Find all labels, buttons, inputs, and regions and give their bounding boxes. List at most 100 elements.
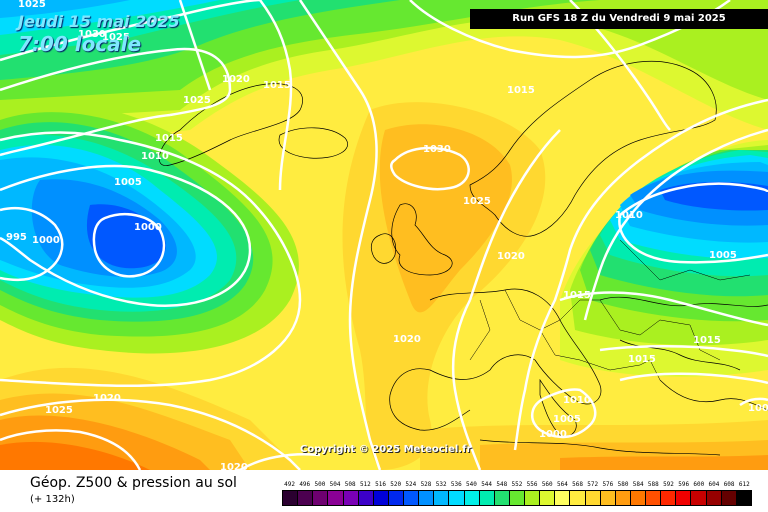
scale-label: 576 bbox=[602, 481, 614, 488]
scale-label: 596 bbox=[678, 481, 690, 488]
isobar-label: 1025 bbox=[18, 0, 46, 10]
scale-swatch bbox=[661, 491, 677, 505]
isobar-label: 1000 bbox=[134, 222, 162, 233]
scale-label: 560 bbox=[541, 481, 553, 488]
scale-swatch bbox=[555, 491, 571, 505]
isobar-label: 1005 bbox=[114, 177, 142, 188]
scale-label: 516 bbox=[375, 481, 386, 488]
scale-label: 552 bbox=[511, 481, 523, 488]
scale-label: 580 bbox=[617, 481, 629, 488]
run-info-banner: Run GFS 18 Z du Vendredi 9 mai 2025 bbox=[470, 9, 768, 29]
scale-label: 508 bbox=[344, 481, 356, 488]
scale-label: 540 bbox=[466, 481, 477, 488]
isobar-label: 1000 bbox=[539, 429, 567, 440]
copyright-notice: Copyright © 2025 Meteociel.fr bbox=[300, 444, 472, 455]
scale-label: 604 bbox=[708, 481, 720, 488]
scale-label: 548 bbox=[496, 481, 508, 488]
isobar-label: 1015 bbox=[563, 290, 591, 301]
scale-swatch bbox=[600, 491, 616, 505]
scale-label: 520 bbox=[390, 481, 402, 488]
isobar-label: 1015 bbox=[155, 133, 183, 144]
scale-label: 568 bbox=[572, 481, 583, 488]
scale-swatch bbox=[585, 491, 601, 505]
isobar-label: 1005 bbox=[709, 250, 737, 261]
scale-swatch bbox=[388, 491, 404, 505]
scale-label: 612 bbox=[738, 481, 750, 488]
isobar-label: 1020 bbox=[220, 462, 248, 470]
isobar-label: 1025 bbox=[45, 405, 73, 416]
scale-label: 544 bbox=[481, 481, 493, 488]
isobar-label: 1000 bbox=[32, 235, 60, 246]
scale-swatch bbox=[479, 491, 495, 505]
weather-map: 1025 1030 1025 1020 1015 1025 1015 1010 … bbox=[0, 0, 768, 470]
scale-label: 532 bbox=[435, 481, 447, 488]
scale-label: 504 bbox=[329, 481, 341, 488]
scale-label: 592 bbox=[663, 481, 674, 488]
borders bbox=[469, 239, 751, 381]
scale-swatch bbox=[434, 491, 450, 505]
scale-swatch bbox=[509, 491, 525, 505]
scale-swatch bbox=[646, 491, 662, 505]
scale-label: 556 bbox=[526, 481, 538, 488]
scale-swatch bbox=[691, 491, 707, 505]
isobar-label: 1025 bbox=[183, 95, 211, 106]
scale-swatch bbox=[706, 491, 722, 505]
scale-swatch bbox=[525, 491, 541, 505]
scale-swatch bbox=[419, 491, 435, 505]
isobar-label: 1020 bbox=[497, 251, 525, 262]
color-scale-labels: 492 496 500 504 508 512 516 520 524 528 532 536 540 5… bbox=[282, 479, 752, 490]
scale-label: 572 bbox=[587, 481, 599, 488]
isobar-label: 995 bbox=[6, 232, 27, 243]
scale-swatch bbox=[313, 491, 329, 505]
scale-swatch bbox=[449, 491, 465, 505]
scale-swatch bbox=[494, 491, 510, 505]
forecast-lead-time: (+ 132h) bbox=[30, 494, 75, 505]
scale-label: 600 bbox=[693, 481, 705, 488]
scale-swatch bbox=[328, 491, 344, 505]
scale-label: 512 bbox=[359, 481, 371, 488]
color-scale-swatches bbox=[282, 490, 752, 506]
isobar-label: 1015 bbox=[263, 80, 291, 91]
scale-swatch bbox=[540, 491, 556, 505]
isobar-label: 1020 bbox=[222, 74, 250, 85]
scale-label: 528 bbox=[420, 481, 432, 488]
scale-swatch bbox=[615, 491, 631, 505]
map-title: Géop. Z500 & pression au sol bbox=[30, 475, 237, 491]
isobar-label: 1020 bbox=[93, 393, 121, 404]
isobar-label: 1010 bbox=[563, 395, 591, 406]
isobar-label: 1015 bbox=[507, 85, 535, 96]
scale-swatch bbox=[283, 491, 299, 505]
z500-color-scale: 492 496 500 504 508 512 516 520 524 528 532 536 540 5… bbox=[282, 479, 752, 506]
scale-swatch bbox=[736, 491, 751, 505]
forecast-date: Jeudi 15 mai 2025 bbox=[18, 12, 180, 31]
isobar-label: 1025 bbox=[463, 196, 491, 207]
isobar-label: 1015 bbox=[628, 354, 656, 365]
isobar-label: 1015 bbox=[693, 335, 721, 346]
isobar-label: 1030 bbox=[78, 29, 106, 40]
scale-swatch bbox=[464, 491, 480, 505]
scale-swatch bbox=[298, 491, 314, 505]
scale-swatch bbox=[404, 491, 420, 505]
scale-label: 608 bbox=[723, 481, 735, 488]
isobar-label: 1020 bbox=[393, 334, 421, 345]
scale-label: 496 bbox=[299, 481, 311, 488]
isobar-label: 1005 bbox=[553, 414, 581, 425]
scale-swatch bbox=[630, 491, 646, 505]
isobar-label: 1025 bbox=[102, 32, 130, 43]
scale-swatch bbox=[721, 491, 737, 505]
scale-label: 492 bbox=[284, 481, 295, 488]
scale-label: 588 bbox=[647, 481, 659, 488]
scale-label: 500 bbox=[314, 481, 326, 488]
scale-label: 536 bbox=[450, 481, 462, 488]
scale-label: 564 bbox=[556, 481, 568, 488]
scale-label: 584 bbox=[632, 481, 644, 488]
forecast-time: 7:00 locale bbox=[18, 32, 142, 56]
scale-swatch bbox=[343, 491, 359, 505]
isobars bbox=[0, 0, 768, 470]
isobar-label: 1010 bbox=[615, 210, 643, 221]
scale-label: 524 bbox=[405, 481, 417, 488]
isobar-label: 1010 bbox=[141, 151, 169, 162]
scale-swatch bbox=[373, 491, 389, 505]
scale-swatch bbox=[676, 491, 692, 505]
